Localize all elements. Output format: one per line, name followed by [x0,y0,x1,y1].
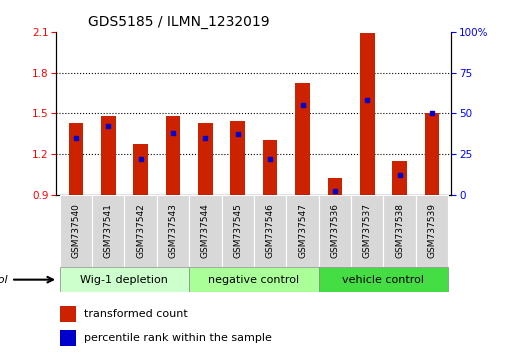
Text: GSM737546: GSM737546 [266,204,274,258]
Bar [166,116,180,195]
Text: percentile rank within the sample: percentile rank within the sample [84,332,272,343]
Bar [254,195,286,267]
Bar [360,33,374,195]
Bar [295,84,310,195]
Bar [222,195,254,267]
Bar [198,123,213,195]
Bar [92,195,125,267]
Text: GSM737536: GSM737536 [330,204,340,258]
Text: GSM737538: GSM737538 [395,204,404,258]
Text: GSM737541: GSM737541 [104,204,113,258]
Bar [60,267,189,292]
Text: GSM737545: GSM737545 [233,204,242,258]
Bar [61,330,76,346]
Bar [230,121,245,195]
Text: GSM737542: GSM737542 [136,204,145,258]
Bar [61,306,76,322]
Bar [101,116,115,195]
Text: GSM737547: GSM737547 [298,204,307,258]
Bar [383,195,416,267]
Bar [319,195,351,267]
Text: GSM737539: GSM737539 [427,204,437,258]
Bar [189,195,222,267]
Text: GSM737540: GSM737540 [71,204,81,258]
Text: GSM737544: GSM737544 [201,204,210,258]
Bar [328,178,342,195]
Text: GSM737537: GSM737537 [363,204,372,258]
Bar [125,195,157,267]
Bar [319,267,448,292]
Bar [60,195,92,267]
Text: vehicle control: vehicle control [343,275,424,285]
Bar [351,195,383,267]
Text: GDS5185 / ILMN_1232019: GDS5185 / ILMN_1232019 [88,16,270,29]
Bar [157,195,189,267]
Bar [416,195,448,267]
Bar [286,195,319,267]
Bar [69,123,83,195]
Bar [263,141,278,195]
Text: protocol: protocol [0,275,8,285]
Text: Wig-1 depletion: Wig-1 depletion [81,275,168,285]
Text: GSM737543: GSM737543 [168,204,177,258]
Bar [392,161,407,195]
Bar [425,113,439,195]
Bar [133,144,148,195]
Bar [189,267,319,292]
Text: transformed count: transformed count [84,309,188,319]
Text: negative control: negative control [208,275,300,285]
